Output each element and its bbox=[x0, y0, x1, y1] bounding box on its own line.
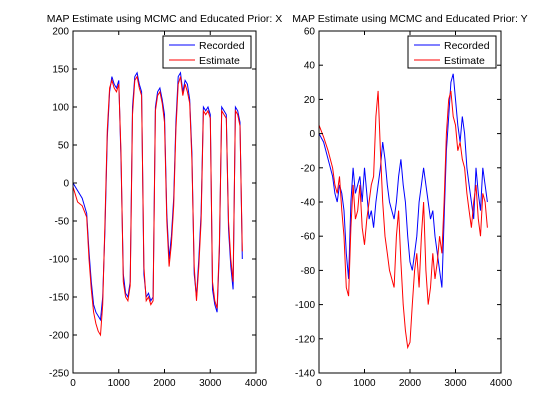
x-tick-label: 1000 bbox=[108, 378, 131, 389]
series-line-estimate bbox=[73, 75, 243, 337]
y-tick-label: 0 bbox=[309, 129, 315, 140]
y-tick-label: -250 bbox=[49, 369, 69, 380]
x-tick-label: 4000 bbox=[245, 378, 268, 389]
y-tick-label: -150 bbox=[49, 293, 69, 304]
legend-box bbox=[162, 35, 252, 69]
y-tick-label: 20 bbox=[304, 95, 316, 106]
y-tick-label: -20 bbox=[301, 163, 316, 174]
y-tick-label: 100 bbox=[52, 103, 69, 114]
y-tick-label: -40 bbox=[301, 198, 316, 209]
y-tick-label: 150 bbox=[52, 65, 69, 76]
x-tick-label: 0 bbox=[70, 378, 76, 389]
legend-label-estimate: Estimate bbox=[199, 55, 240, 67]
series-line-recorded bbox=[319, 73, 488, 288]
x-tick-label: 3000 bbox=[199, 378, 222, 389]
y-tick-label: -140 bbox=[295, 369, 315, 380]
y-tick-label: 0 bbox=[63, 179, 69, 190]
y-tick-label: 200 bbox=[52, 27, 69, 38]
y-tick-label: -50 bbox=[55, 217, 70, 228]
y-tick-label: -100 bbox=[49, 255, 69, 266]
y-tick-label: 50 bbox=[58, 141, 70, 152]
chart-title: MAP Estimate using MCMC and Educated Pri… bbox=[47, 13, 283, 25]
y-tick-label: -200 bbox=[49, 331, 69, 342]
panel-x: MAP Estimate using MCMC and Educated Pri… bbox=[47, 13, 283, 389]
x-tick-label: 1000 bbox=[353, 378, 376, 389]
legend-label-recorded: Recorded bbox=[444, 40, 490, 52]
y-tick-label: -80 bbox=[301, 266, 316, 277]
y-tick-label: -120 bbox=[295, 334, 315, 345]
x-tick-label: 3000 bbox=[444, 378, 467, 389]
x-tick-label: 0 bbox=[316, 378, 322, 389]
y-tick-label: -100 bbox=[295, 300, 315, 311]
legend-label-recorded: Recorded bbox=[199, 40, 245, 52]
panel-y: MAP Estimate using MCMC and Educated Pri… bbox=[292, 13, 527, 389]
y-tick-label: 60 bbox=[304, 27, 316, 38]
x-tick-label: 2000 bbox=[399, 378, 422, 389]
y-tick-label: 40 bbox=[304, 61, 316, 72]
series-line-recorded bbox=[73, 71, 243, 322]
x-tick-label: 2000 bbox=[153, 378, 176, 389]
chart-title: MAP Estimate using MCMC and Educated Pri… bbox=[292, 13, 527, 25]
legend-box bbox=[407, 35, 497, 69]
series-line-estimate bbox=[319, 90, 488, 350]
legend-label-estimate: Estimate bbox=[444, 55, 485, 67]
y-tick-label: -60 bbox=[301, 232, 316, 243]
legend: Recorded Estimate bbox=[162, 35, 252, 69]
x-tick-label: 4000 bbox=[490, 378, 513, 389]
legend: Recorded Estimate bbox=[407, 35, 497, 69]
